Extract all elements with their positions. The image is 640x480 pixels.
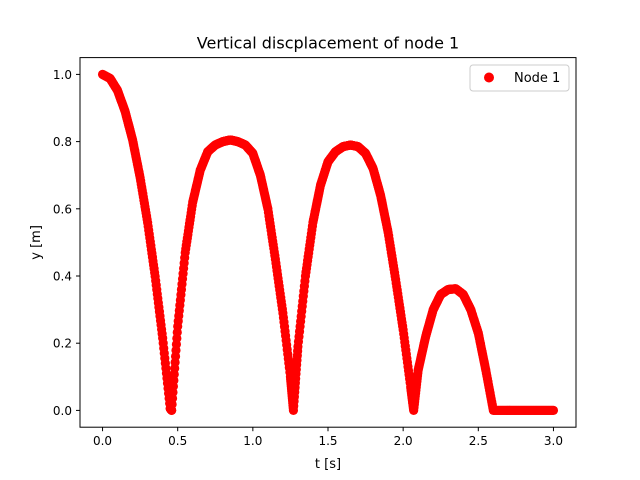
legend-box <box>469 64 570 92</box>
x-axis: 0.0 0.5 1.0 1.5 2.0 2.5 3.0 <box>93 427 563 448</box>
chart-title: Vertical discplacement of node 1 <box>197 34 459 53</box>
y-tick-label: 0.6 <box>53 202 72 216</box>
y-tick-label: 0.0 <box>53 404 72 418</box>
y-axis: 0.0 0.2 0.4 0.6 0.8 1.0 <box>53 68 80 418</box>
legend-marker <box>484 72 494 83</box>
y-tick-label: 0.8 <box>53 135 72 149</box>
data-point <box>548 405 559 415</box>
series-0 <box>97 69 559 415</box>
x-tick-label: 2.5 <box>469 434 488 448</box>
x-tick-label: 1.5 <box>318 434 337 448</box>
y-tick-label: 0.4 <box>53 270 72 284</box>
x-tick-label: 3.0 <box>544 434 563 448</box>
data-layer <box>97 69 559 415</box>
y-tick-label: 0.2 <box>53 337 72 351</box>
legend-label: Node 1 <box>514 71 560 86</box>
x-axis-label: t [s] <box>315 457 341 472</box>
x-tick-label: 0.0 <box>93 434 112 448</box>
x-tick-label: 1.0 <box>243 434 262 448</box>
x-tick-label: 0.5 <box>168 434 187 448</box>
legend: Node 1 <box>469 64 570 92</box>
y-tick-label: 1.0 <box>53 68 72 82</box>
y-axis-label: y [m] <box>29 225 44 260</box>
x-tick-label: 2.0 <box>394 434 413 448</box>
